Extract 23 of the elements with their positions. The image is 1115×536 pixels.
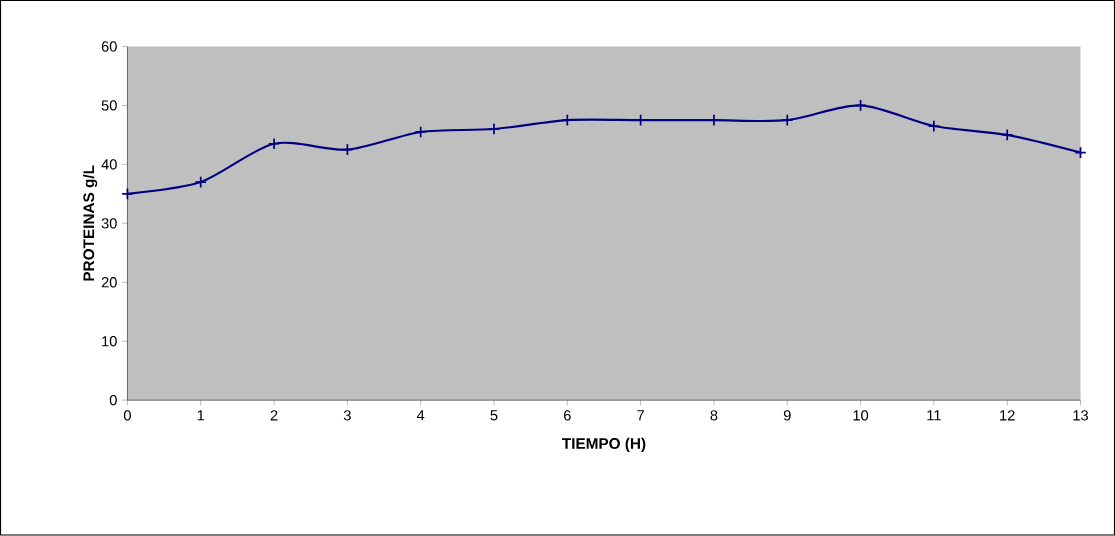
y-tick-label: 20 [101, 277, 117, 288]
x-tick-label: 1 [197, 410, 205, 421]
y-axis-title: PROTEINAS g/L [82, 165, 98, 281]
x-tick-label: 0 [123, 410, 131, 421]
x-tick-label: 6 [563, 410, 571, 421]
y-tick-label: 30 [101, 218, 117, 229]
x-tick-label: 8 [710, 410, 718, 421]
y-tick-label: 10 [102, 336, 117, 347]
x-tick-label: 12 [1000, 410, 1015, 421]
x-tick-label: 2 [270, 410, 278, 421]
x-tick-label: 11 [927, 410, 941, 421]
y-tick-label: 60 [101, 41, 117, 52]
x-tick-label: 10 [853, 410, 869, 421]
x-tick-label: 7 [637, 410, 644, 421]
x-tick-label: 4 [416, 410, 425, 421]
x-axis-title: TIEMPO (H) [562, 437, 646, 453]
x-tick-label: 3 [343, 410, 351, 421]
x-tick-label: 5 [490, 410, 498, 421]
y-tick-label: 40 [101, 159, 117, 170]
y-tick-label: 0 [109, 395, 117, 406]
x-tick-label: 13 [1073, 410, 1088, 421]
y-tick-label: 50 [101, 100, 117, 111]
x-tick-label: 9 [783, 410, 791, 421]
